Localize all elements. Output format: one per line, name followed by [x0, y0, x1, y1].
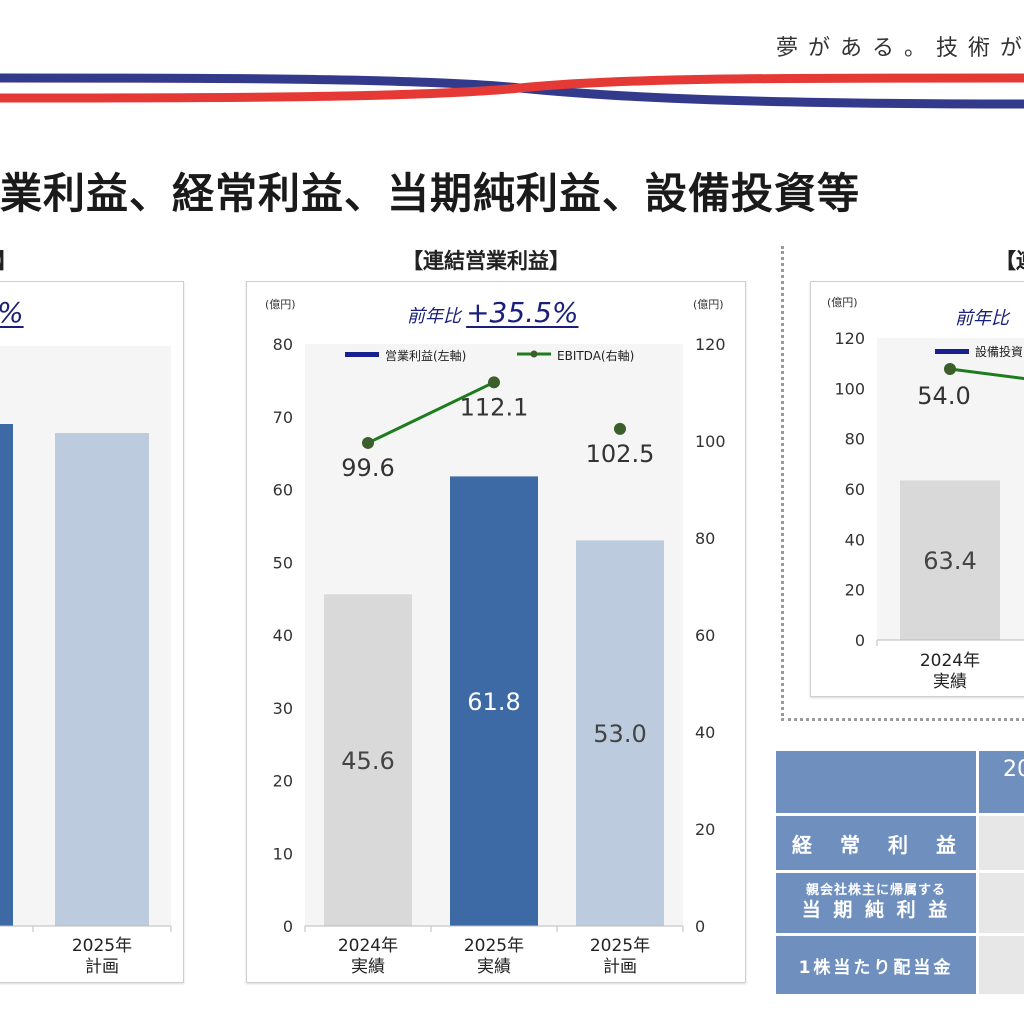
- center-unit-right: (億円): [693, 298, 724, 311]
- y-left-tick-label: 50: [273, 553, 293, 572]
- table-cell: [979, 936, 1024, 994]
- capex-bar-label: 63.4: [923, 547, 976, 575]
- left-x-label-kind: 計画: [85, 957, 119, 977]
- ebitda-point: [362, 436, 374, 449]
- center-panel-title: 【連結営業利益】: [402, 249, 570, 273]
- ebitda-value-label: 102.5: [586, 440, 655, 468]
- corporate-tagline: 夢がある。技術があ: [776, 36, 1024, 61]
- left-chart: 2025年 計画: [0, 346, 172, 977]
- center-unit-left: (億円): [265, 298, 296, 311]
- y-right-tick-label: 80: [695, 529, 715, 548]
- x-tick-label-year: 2025年: [464, 936, 524, 956]
- bar-value-label: 45.6: [341, 747, 394, 775]
- financial-table: 20 経 常 利 益 親会社株主に帰属する 当 期 純 利 益 1株当たり配当金: [776, 751, 1024, 995]
- left-yoy-value: %: [0, 296, 24, 329]
- right-unit-left: (億円): [827, 296, 858, 309]
- ebitda-value-label: 99.6: [341, 454, 394, 482]
- capex-bar-2024: [900, 480, 1000, 640]
- right-legend-label: 設備投資: [975, 344, 1023, 359]
- table-header-blank: [776, 751, 976, 813]
- y-left-tick-label: 0: [283, 917, 293, 936]
- x-tick-label-kind: 実績: [477, 957, 511, 977]
- legend-marker-ebitda: [530, 350, 538, 358]
- dotted-frame: [781, 246, 1024, 721]
- operating-profit-bar: [450, 476, 538, 926]
- left-chart-panel: % 2025年 計画: [0, 281, 184, 983]
- header-stripes: [0, 73, 1024, 109]
- legend-label-operating-profit: 営業利益(左軸): [385, 348, 466, 363]
- table-row-label-dividend: 1株当たり配当金: [776, 936, 976, 994]
- left-x-label-year: 2025年: [72, 936, 132, 956]
- right-x-tick-label-kind: 実績: [933, 672, 967, 692]
- ebitda-value-label: 112.1: [460, 393, 529, 421]
- right-line-point: [944, 363, 956, 375]
- table-row-label-net-income: 親会社株主に帰属する 当 期 純 利 益: [776, 873, 976, 933]
- right-y-tick-label: 100: [834, 379, 865, 398]
- left-bar-2025-actual: [0, 424, 13, 926]
- y-right-tick-label: 120: [695, 335, 726, 354]
- legend-label-ebitda: EBITDA(右軸): [557, 348, 634, 363]
- operating-profit-bar: [576, 540, 664, 926]
- right-x-tick-label-year: 2024年: [920, 651, 980, 671]
- stripe-red: [0, 73, 1024, 103]
- operating-profit-bar: [324, 594, 412, 926]
- y-right-tick-label: 20: [695, 820, 715, 839]
- ebitda-point: [488, 376, 500, 389]
- center-chart-panel: 前年比 +35.5% (億円) (億円) 0 10 20 30 40 50 60 70 80 0 2…: [246, 281, 746, 983]
- right-y-tick-label: 120: [834, 329, 865, 348]
- legend-swatch-operating-profit: [345, 352, 379, 357]
- y-right-tick-label: 0: [695, 917, 705, 936]
- right-y-tick-label: 40: [845, 530, 865, 549]
- y-left-tick-label: 80: [273, 335, 293, 354]
- y-left-tick-label: 60: [273, 481, 293, 500]
- y-left-tick-label: 20: [273, 772, 293, 791]
- ebitda-point: [614, 422, 626, 435]
- y-left-tick-label: 10: [273, 844, 293, 863]
- right-y-tick-label: 80: [845, 430, 865, 449]
- right-chart-panel: 前年比 (億円) 0 20 40 60 80 100 120 63.4 2024年 実績 54.0 設…: [810, 281, 1024, 697]
- bar-value-label: 53.0: [593, 720, 646, 748]
- x-tick-label-kind: 計画: [603, 957, 637, 977]
- left-panel-title: 】: [0, 245, 17, 275]
- right-y-tick-label: 60: [845, 480, 865, 499]
- y-left-tick-label: 30: [273, 699, 293, 718]
- right-y-tick-label: 20: [845, 581, 865, 600]
- table-header-year: 20: [979, 751, 1024, 813]
- center-yoy: 前年比 +35.5%: [407, 296, 579, 329]
- table-cell: [979, 873, 1024, 933]
- right-yoy-label: 前年比: [955, 308, 1009, 329]
- right-yoy: 前年比: [955, 304, 1009, 330]
- x-tick-label-year: 2025年: [590, 936, 650, 956]
- table-cell: [979, 816, 1024, 870]
- right-panel-title: 【連: [995, 249, 1024, 273]
- right-legend-swatch: [935, 349, 969, 354]
- center-yoy-value: +35.5%: [466, 296, 579, 329]
- ebitda-line: [367, 380, 495, 445]
- left-bar-2025-plan: [55, 433, 149, 926]
- x-tick-label-kind: 実績: [351, 957, 385, 977]
- right-y-tick-label: 0: [855, 631, 865, 650]
- y-right-tick-label: 100: [695, 432, 726, 451]
- y-left-tick-label: 40: [273, 626, 293, 645]
- y-right-tick-label: 60: [695, 626, 715, 645]
- table-row-label-ordinary-profit: 経 常 利 益: [776, 816, 976, 870]
- right-line-segment: [949, 367, 1024, 381]
- center-chart: 0 10 20 30 40 50 60 70 80 0 20 40 60 80 100 120 45.6 2024…: [273, 335, 726, 977]
- left-yoy: %: [0, 296, 24, 329]
- right-line-value-label: 54.0: [917, 382, 970, 410]
- bar-value-label: 61.8: [467, 688, 520, 716]
- page-title: 業利益、経常利益、当期純利益、設備投資等: [0, 169, 861, 218]
- center-yoy-label: 前年比: [407, 306, 461, 327]
- x-tick-label-year: 2024年: [338, 936, 398, 956]
- y-right-tick-label: 40: [695, 723, 715, 742]
- y-left-tick-label: 70: [273, 408, 293, 427]
